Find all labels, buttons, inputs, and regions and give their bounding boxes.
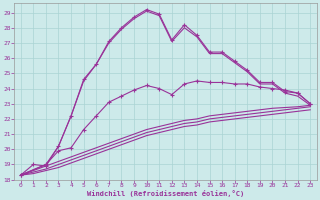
X-axis label: Windchill (Refroidissement éolien,°C): Windchill (Refroidissement éolien,°C) [87, 190, 244, 197]
